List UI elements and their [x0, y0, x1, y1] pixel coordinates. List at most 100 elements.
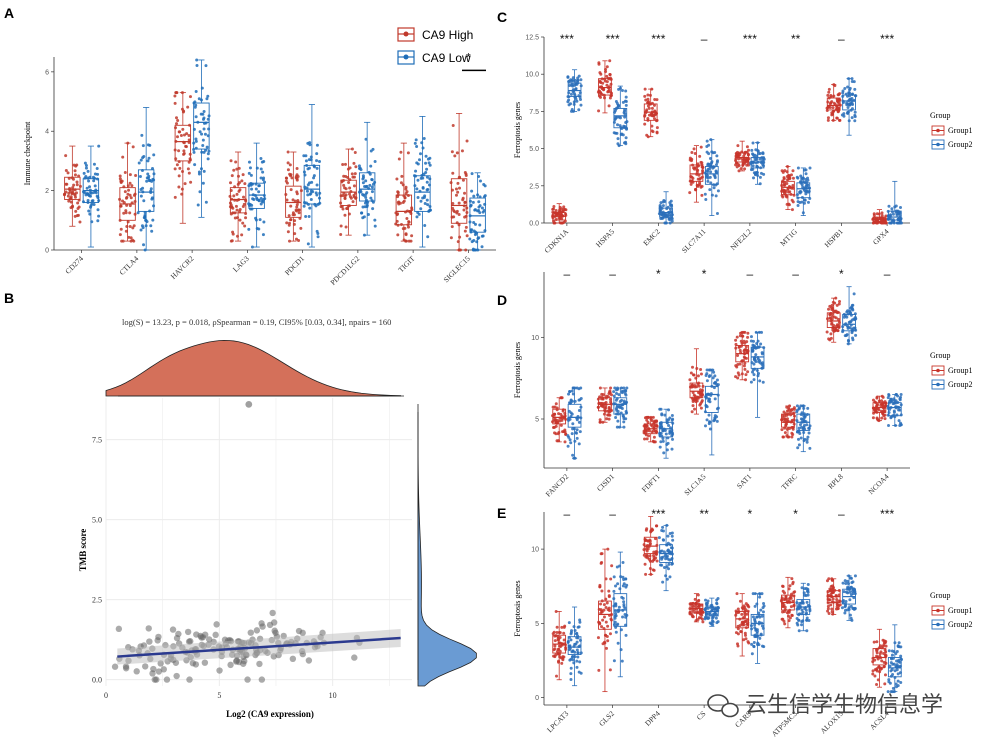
data-point	[745, 163, 749, 167]
data-point	[712, 183, 716, 187]
data-point	[800, 183, 804, 187]
data-point	[846, 111, 850, 115]
data-point	[711, 605, 715, 609]
data-point	[750, 652, 754, 656]
data-point	[553, 644, 557, 648]
data-point	[174, 139, 178, 143]
data-point	[850, 618, 854, 622]
data-point	[783, 181, 787, 185]
data-point	[399, 150, 403, 154]
data-point	[743, 167, 747, 171]
data-point	[692, 147, 696, 151]
data-point	[843, 579, 847, 583]
data-point	[800, 418, 804, 422]
data-point	[348, 186, 352, 190]
data-point	[798, 432, 802, 436]
legend-key-point	[936, 382, 940, 387]
data-point	[287, 214, 291, 218]
data-point	[293, 199, 297, 203]
data-point	[352, 184, 356, 188]
legend-key-point	[403, 31, 409, 37]
data-point	[880, 402, 884, 406]
data-point	[620, 132, 624, 136]
data-point	[465, 139, 469, 143]
data-point	[118, 177, 122, 181]
data-point	[828, 304, 832, 308]
data-point	[609, 393, 613, 397]
data-point	[741, 158, 745, 162]
data-point	[410, 234, 414, 238]
data-point	[66, 171, 70, 175]
data-point	[743, 367, 747, 371]
data-point	[93, 176, 97, 180]
data-point	[84, 174, 88, 178]
data-point	[792, 422, 796, 426]
data-point	[846, 342, 850, 346]
data-point	[247, 160, 251, 164]
data-point	[834, 296, 838, 300]
data-point	[842, 114, 846, 118]
data-point	[608, 390, 612, 394]
data-point	[608, 59, 612, 63]
data-point	[150, 197, 154, 201]
data-point	[76, 201, 80, 205]
data-point	[835, 303, 839, 307]
data-point	[163, 676, 171, 683]
data-point	[555, 408, 559, 412]
data-point	[698, 181, 702, 185]
data-point	[688, 612, 692, 616]
data-point	[800, 411, 804, 415]
data-point	[461, 198, 465, 202]
data-point	[780, 418, 784, 422]
data-point	[613, 110, 617, 114]
data-point	[665, 418, 669, 422]
data-point	[705, 604, 709, 608]
significance-mark: *	[748, 507, 753, 521]
data-point	[609, 82, 613, 86]
data-point	[216, 667, 223, 674]
data-point	[643, 437, 647, 441]
data-point	[788, 584, 792, 588]
data-point	[315, 152, 319, 156]
data-point	[232, 168, 236, 172]
data-point	[259, 196, 263, 200]
data-point	[308, 143, 312, 147]
data-point	[427, 183, 431, 187]
data-point	[463, 229, 467, 233]
data-point	[751, 370, 755, 374]
data-point	[140, 169, 144, 173]
data-point	[889, 674, 893, 678]
data-point	[572, 644, 576, 648]
data-point	[788, 426, 792, 430]
data-point	[826, 607, 830, 611]
data-point	[317, 196, 321, 200]
data-point	[569, 415, 573, 419]
data-point	[568, 401, 572, 405]
data-point	[667, 562, 671, 566]
data-point	[701, 169, 705, 173]
data-point	[206, 134, 210, 138]
data-point	[557, 647, 561, 651]
data-point	[205, 636, 213, 643]
data-point	[788, 404, 792, 408]
data-point	[480, 234, 484, 238]
data-point	[874, 218, 878, 222]
data-point	[800, 195, 804, 199]
data-point	[413, 184, 417, 188]
data-point	[661, 204, 665, 208]
data-point	[709, 163, 713, 167]
data-point	[791, 183, 795, 187]
data-point	[554, 432, 558, 436]
data-point	[876, 657, 880, 661]
data-point	[713, 418, 717, 422]
data-point	[795, 616, 799, 620]
data-point	[553, 639, 557, 643]
data-point	[472, 238, 476, 242]
data-point	[652, 113, 656, 117]
data-point	[898, 660, 902, 664]
data-point	[604, 646, 608, 650]
data-point	[474, 231, 478, 235]
data-point	[258, 218, 262, 222]
